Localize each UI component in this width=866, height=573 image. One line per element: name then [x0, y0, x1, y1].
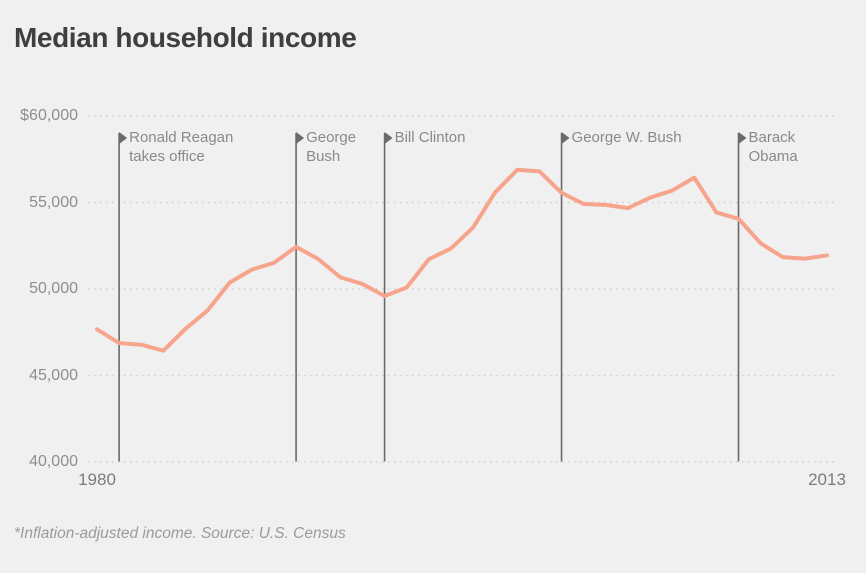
y-axis-tick-60000: $60,000 [20, 107, 78, 124]
y-axis-tick-40000: 40,000 [29, 453, 78, 470]
event-arrow-icon [296, 132, 305, 144]
event-label-2009: Barack Obama [749, 128, 798, 166]
event-arrow-icon [561, 132, 570, 144]
event-label-line: George [306, 129, 357, 146]
event-label-line: takes office [129, 148, 205, 165]
event-label-line: George W. Bush [571, 129, 682, 146]
event-label-line: Barack [748, 129, 796, 146]
y-axis-tick-55000: 55,000 [29, 193, 78, 211]
median-income-line [95, 167, 829, 353]
source-footnote: *Inflation-adjusted income. Source: U.S.… [14, 525, 346, 542]
y-axis-tick-45000: 45,000 [29, 366, 78, 384]
event-label-line: Bush [306, 148, 341, 165]
event-arrow-icon [119, 132, 128, 144]
event-arrow-icon [384, 132, 393, 144]
event-label-1981: Ronald Reagan takes office [129, 128, 233, 166]
y-axis-tick-50000: 50,000 [29, 280, 78, 297]
event-label-1993: Bill Clinton [395, 128, 466, 147]
event-label-2001: George W. Bush [572, 128, 682, 147]
x-axis-tick-1980: 1980 [78, 470, 116, 489]
x-axis-tick-2013: 2013 [808, 470, 846, 489]
event-label-line: Bill Clinton [394, 129, 466, 146]
page-title: Median household income [14, 22, 357, 53]
event-arrow-icon [738, 132, 747, 144]
event-label-line: Ronald Reagan [129, 129, 234, 146]
event-label-1989: George Bush [306, 128, 356, 166]
event-label-line: Obama [748, 148, 798, 165]
